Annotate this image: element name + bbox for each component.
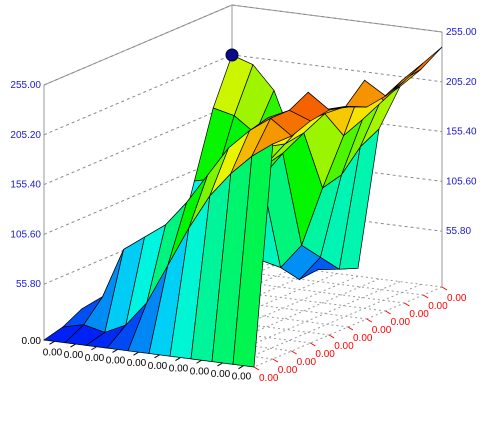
right-axis-tick-label: 0.00	[372, 325, 392, 336]
z-min-label: 0.00	[22, 336, 42, 347]
z-tick-label-right: 55.80	[446, 226, 471, 237]
left-axis-tick	[91, 346, 97, 351]
right-axis-tick-label: 0.00	[259, 373, 279, 384]
right-axis-tick-label: 0.00	[278, 365, 298, 376]
left-wall-gridline	[43, 4, 233, 86]
left-axis-tick-label: 0.00	[106, 355, 126, 366]
right-axis-tick-label: 0.00	[447, 293, 467, 304]
z-tick-label-left: 105.60	[10, 229, 41, 240]
left-axis-tick-label: 0.00	[190, 366, 210, 377]
left-axis-tick-label: 0.00	[169, 364, 189, 375]
left-axis-tick-label: 0.00	[85, 353, 105, 364]
right-axis-tick	[291, 350, 297, 355]
left-wall-gridline	[43, 104, 233, 186]
right-wall-gridline	[231, 203, 443, 232]
right-wall-gridline	[231, 104, 443, 133]
z-tick-label-left: 155.40	[10, 180, 41, 191]
right-axis-tick-label: 0.00	[353, 333, 373, 344]
data-point-marker	[225, 48, 239, 62]
left-axis-tick	[112, 349, 118, 353]
z-tick-label-right: 205.20	[446, 77, 477, 88]
right-axis-tick	[404, 302, 410, 307]
floor-gridline	[253, 286, 443, 368]
right-axis-tick-label: 0.00	[315, 349, 335, 360]
z-tick-label-right: 255.00	[446, 27, 477, 38]
left-axis-tick	[154, 354, 160, 359]
right-axis-tick	[347, 326, 354, 331]
right-axis-tick	[328, 334, 335, 339]
right-axis-tick-label: 0.00	[334, 341, 354, 352]
right-axis-tick-label: 0.00	[297, 357, 317, 368]
z-tick-label-left: 55.80	[16, 279, 41, 290]
left-axis-tick	[49, 340, 55, 345]
right-axis-tick	[441, 286, 448, 291]
right-axis-tick	[366, 318, 373, 323]
left-axis-tick	[70, 343, 76, 348]
right-axis-tick-label: 0.00	[428, 301, 448, 312]
right-axis-tick	[422, 294, 429, 299]
left-wall-gridline	[43, 54, 233, 136]
right-axis-tick-label: 0.00	[409, 309, 429, 320]
left-axis-tick-label: 0.00	[43, 347, 63, 358]
right-wall-gridline	[231, 153, 443, 182]
right-axis-tick	[310, 342, 316, 347]
right-wall-gridline	[231, 4, 443, 33]
left-axis-tick-label: 0.00	[127, 358, 147, 369]
right-axis-tick	[272, 358, 279, 363]
left-axis-tick-label: 0.00	[148, 361, 168, 372]
left-axis-tick-label: 0.00	[232, 372, 252, 383]
right-axis-tick	[385, 310, 391, 315]
left-axis-tick-label: 0.00	[211, 369, 231, 380]
left-axis-tick	[196, 359, 202, 364]
z-tick-label-right: 105.60	[446, 176, 477, 187]
right-axis-tick-label: 0.00	[391, 317, 411, 328]
left-axis-tick	[175, 357, 181, 361]
right-axis-tick	[253, 366, 260, 371]
left-axis-tick	[217, 362, 223, 367]
left-axis-tick	[133, 351, 139, 356]
z-tick-label-left: 205.20	[10, 130, 41, 141]
left-axis-tick	[238, 365, 244, 370]
left-axis-tick-label: 0.00	[64, 350, 84, 361]
z-tick-label-right: 155.40	[446, 127, 477, 138]
floor-gridline	[232, 283, 422, 365]
z-tick-label-left: 255.00	[10, 80, 41, 91]
